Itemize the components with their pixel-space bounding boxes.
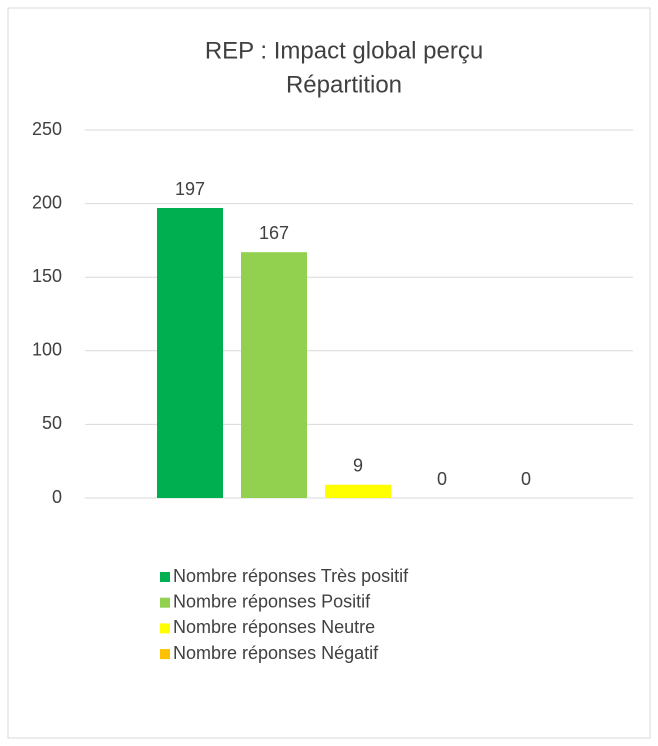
legend-swatch (160, 649, 170, 660)
y-tick-label: 200 (32, 192, 62, 212)
data-label: 167 (259, 223, 289, 243)
legend-swatch (160, 597, 170, 608)
bar (157, 208, 223, 499)
y-tick-label: 100 (32, 340, 62, 360)
y-tick-label: 150 (32, 266, 62, 286)
legend-label: Nombre réponses Négatif (173, 643, 379, 663)
y-tick-label: 250 (32, 119, 62, 139)
bar (325, 484, 391, 498)
data-label: 197 (175, 179, 205, 199)
y-tick-label: 0 (52, 487, 62, 507)
legend-label: Nombre réponses Très positif (173, 566, 409, 586)
bar (241, 252, 307, 498)
chart-title: REP : Impact global perçu (205, 37, 483, 64)
data-label: 9 (353, 456, 363, 476)
legend-swatch (160, 572, 170, 582)
y-tick-label: 50 (42, 413, 62, 433)
data-label: 0 (521, 469, 531, 489)
legend-swatch (160, 623, 170, 634)
legend-label: Nombre réponses Neutre (173, 617, 375, 637)
chart-title: Répartition (286, 71, 402, 98)
data-label: 0 (437, 469, 447, 489)
legend-label: Nombre réponses Positif (173, 591, 371, 611)
